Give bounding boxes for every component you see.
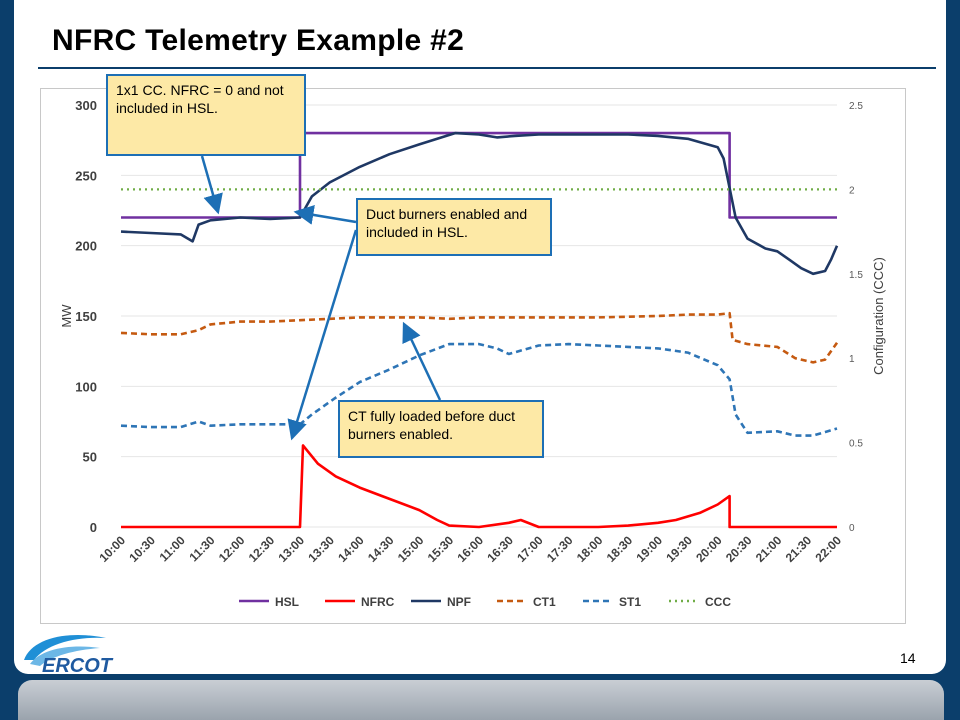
x-tick-label: 19:00 <box>634 533 666 565</box>
series-st1 <box>120 342 838 437</box>
y-axis-title: MW <box>59 304 74 328</box>
x-tick-label: 10:30 <box>126 533 158 565</box>
y-tick-label: 200 <box>75 239 97 254</box>
series-hsl <box>121 131 837 219</box>
x-tick-label: 13:00 <box>276 533 308 565</box>
y-tick-label: 100 <box>75 379 97 394</box>
legend-label-npf: NPF <box>447 595 471 609</box>
x-tick-label: 11:00 <box>157 533 188 564</box>
x-tick-label: 20:30 <box>723 533 755 565</box>
footer-bar <box>18 680 944 720</box>
ercot-logo: ERCOT <box>20 628 124 677</box>
x-tick-label: 17:30 <box>544 533 576 565</box>
y-tick-label: 250 <box>75 168 97 183</box>
x-tick-label: 10:00 <box>97 533 129 565</box>
y2-tick-label: 1 <box>849 354 855 365</box>
series-ct1 <box>120 311 839 364</box>
x-tick-label: 20:00 <box>693 533 725 565</box>
slide-title: NFRC Telemetry Example #2 <box>52 24 465 57</box>
x-tick-label: 14:30 <box>365 533 397 565</box>
y-tick-label: 300 <box>75 98 97 113</box>
x-tick-label: 13:30 <box>305 533 337 565</box>
x-tick-label: 14:00 <box>335 533 367 565</box>
x-tick-label: 19:30 <box>663 533 695 565</box>
x-tick-label: 12:30 <box>246 533 278 565</box>
y2-axis-title: Configuration (CCC) <box>871 257 886 375</box>
x-tick-label: 12:00 <box>216 533 248 565</box>
x-tick-label: 21:00 <box>753 533 785 565</box>
chart-frame: 0 50 100 150 200 250 300 0 0.5 1 1.5 2 2.5 MW Configur… <box>40 88 906 624</box>
legend-label-ccc: CCC <box>705 595 731 609</box>
y2-tick-label: 0 <box>849 523 855 534</box>
x-tick-label: 21:30 <box>783 533 815 565</box>
x-tick-label: 18:00 <box>574 533 606 565</box>
page-number: 14 <box>900 650 916 666</box>
callout-duct-burners: Duct burners enabled and included in HSL… <box>356 198 552 256</box>
callout-no-nfrc: 1x1 CC. NFRC = 0 and not included in HSL… <box>106 74 306 156</box>
line-chart: 0 50 100 150 200 250 300 0 0.5 1 1.5 2 2.5 MW Configur… <box>59 98 886 609</box>
x-tick-label: 11:30 <box>186 533 217 564</box>
legend-label-nfrc: NFRC <box>361 595 395 609</box>
legend-label-hsl: HSL <box>275 595 299 609</box>
callout-ct-loaded: CT fully loaded before duct burners enab… <box>338 400 544 458</box>
y2-tick-label: 0.5 <box>849 439 863 450</box>
x-tick-label: 16:00 <box>455 533 487 565</box>
y2-tick-label: 2.5 <box>849 101 863 112</box>
legend-label-ct1: CT1 <box>533 595 556 609</box>
y-tick-label: 150 <box>75 309 97 324</box>
y-tick-label: 50 <box>83 450 97 465</box>
x-tick-label: 15:30 <box>425 533 457 565</box>
series-npf <box>120 131 839 276</box>
x-tick-label: 17:00 <box>514 533 546 565</box>
y2-tick-label: 2 <box>849 185 855 196</box>
y2-tick-label: 1.5 <box>849 270 863 281</box>
x-tick-label: 18:30 <box>604 533 636 565</box>
title-divider <box>38 67 936 69</box>
x-tick-label: 22:00 <box>813 533 845 565</box>
series-nfrc <box>121 444 837 529</box>
logo-text: ERCOT <box>42 655 114 677</box>
legend-label-st1: ST1 <box>619 595 641 609</box>
y-tick-label: 0 <box>90 520 97 535</box>
x-tick-label: 15:00 <box>395 533 427 565</box>
x-tick-label: 16:30 <box>484 533 516 565</box>
